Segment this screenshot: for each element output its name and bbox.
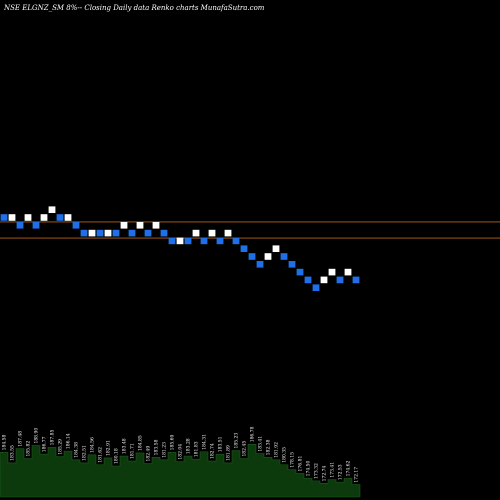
volume-label: 182.91 bbox=[106, 440, 112, 456]
renko-brick bbox=[176, 237, 184, 245]
volume-label: 188.90 bbox=[34, 428, 40, 444]
renko-brick bbox=[144, 229, 152, 237]
renko-brick bbox=[336, 276, 344, 284]
renko-brick bbox=[96, 229, 104, 237]
volume-label: 187.48 bbox=[18, 431, 24, 447]
volume-label: 173.32 bbox=[314, 463, 320, 479]
volume-label: 183.28 bbox=[186, 438, 192, 454]
renko-brick bbox=[8, 214, 16, 221]
volume-label: 184.85 bbox=[138, 435, 144, 451]
volume-label: 182.74 bbox=[210, 443, 216, 459]
renko-brick bbox=[0, 214, 8, 221]
renko-brick bbox=[40, 214, 48, 221]
renko-brick bbox=[136, 222, 144, 229]
volume-label: 184.56 bbox=[90, 437, 96, 453]
volume-label: 181.62 bbox=[98, 447, 104, 463]
renko-brick bbox=[352, 276, 360, 284]
renko-brick bbox=[32, 222, 40, 229]
volume-label: 183.51 bbox=[218, 436, 224, 452]
renko-brick bbox=[184, 237, 192, 245]
volume-label: 180.35 bbox=[282, 447, 288, 463]
volume-label: 187.85 bbox=[50, 430, 56, 446]
volume-label: 172.74 bbox=[322, 465, 328, 481]
renko-brick bbox=[224, 229, 232, 237]
reference-lines bbox=[0, 221, 500, 239]
renko-brick bbox=[104, 229, 112, 237]
renko-brick bbox=[72, 222, 80, 229]
renko-brick bbox=[344, 268, 352, 276]
volume-label: 172.17 bbox=[354, 467, 360, 483]
volume-label: 182.49 bbox=[146, 446, 152, 462]
renko-brick bbox=[312, 284, 320, 291]
volume-label: 186.78 bbox=[250, 426, 256, 442]
renko-bricks bbox=[0, 206, 360, 291]
volume-label: 185.69 bbox=[170, 434, 176, 450]
volume-label: 183.48 bbox=[122, 438, 128, 454]
volume-label: 181.92 bbox=[274, 442, 280, 458]
renko-brick bbox=[112, 229, 120, 237]
renko-brick bbox=[48, 206, 56, 213]
volume-label: 181.89 bbox=[226, 445, 232, 461]
volume-label: 185.82 bbox=[26, 441, 32, 457]
volume-label: 180.18 bbox=[114, 448, 120, 464]
volume-label: 186.14 bbox=[66, 433, 72, 449]
volume-label: 184.31 bbox=[202, 434, 208, 450]
volume-label: 185.29 bbox=[58, 439, 64, 455]
renko-brick bbox=[64, 214, 72, 221]
volume-label: 181.71 bbox=[130, 443, 136, 459]
volume-label: 182.45 bbox=[242, 441, 248, 457]
renko-brick bbox=[328, 268, 336, 276]
renko-brick bbox=[192, 229, 200, 237]
renko-brick bbox=[160, 229, 168, 237]
renko-brick bbox=[80, 229, 88, 237]
renko-brick bbox=[120, 222, 128, 229]
renko-brick bbox=[232, 237, 240, 245]
renko-brick bbox=[88, 229, 96, 237]
chart-title: NSE ELGNZ_SM 8%-- Closing Daily data Ren… bbox=[3, 4, 265, 12]
volume-label: 183.55 bbox=[10, 445, 16, 461]
volume-label: 186.77 bbox=[42, 436, 48, 452]
volume-label: 182.04 bbox=[178, 444, 184, 460]
volume-label: 178.15 bbox=[290, 452, 296, 468]
renko-brick bbox=[16, 222, 24, 229]
renko-brick bbox=[56, 214, 64, 221]
volume-label: 183.58 bbox=[154, 439, 160, 455]
volume-label: 181.83 bbox=[194, 441, 200, 457]
volume-label: 184.38 bbox=[74, 442, 80, 458]
volume-area-fill bbox=[0, 444, 361, 498]
renko-brick bbox=[208, 229, 216, 237]
volume-label: 185.23 bbox=[234, 433, 240, 449]
volume-label: 182.51 bbox=[82, 445, 88, 461]
renko-brick bbox=[216, 237, 224, 245]
renko-brick bbox=[152, 222, 160, 229]
volume-label: 174.50 bbox=[306, 461, 312, 477]
renko-brick bbox=[264, 253, 272, 260]
volume-label: 176.81 bbox=[298, 456, 304, 472]
renko-brick bbox=[200, 237, 208, 245]
renko-brick bbox=[240, 245, 248, 252]
volume-area bbox=[0, 444, 361, 498]
renko-brick bbox=[248, 253, 256, 260]
renko-brick bbox=[296, 268, 304, 276]
renko-brick bbox=[280, 253, 288, 260]
volume-label: 184.58 bbox=[2, 434, 8, 450]
renko-brick bbox=[272, 245, 280, 252]
renko-brick bbox=[320, 276, 328, 284]
volume-label: 183.41 bbox=[258, 436, 264, 452]
volume-label: 174.62 bbox=[346, 461, 352, 477]
renko-brick bbox=[24, 214, 32, 221]
renko-brick bbox=[304, 276, 312, 284]
volume-label: 172.53 bbox=[338, 464, 344, 480]
renko-brick bbox=[256, 261, 264, 268]
renko-brick bbox=[128, 229, 136, 237]
renko-brick bbox=[168, 237, 176, 245]
renko-brick bbox=[288, 261, 296, 268]
volume-label: 173.41 bbox=[330, 462, 336, 478]
volume-label: 181.23 bbox=[162, 442, 168, 458]
volume-label: 182.38 bbox=[266, 439, 272, 455]
